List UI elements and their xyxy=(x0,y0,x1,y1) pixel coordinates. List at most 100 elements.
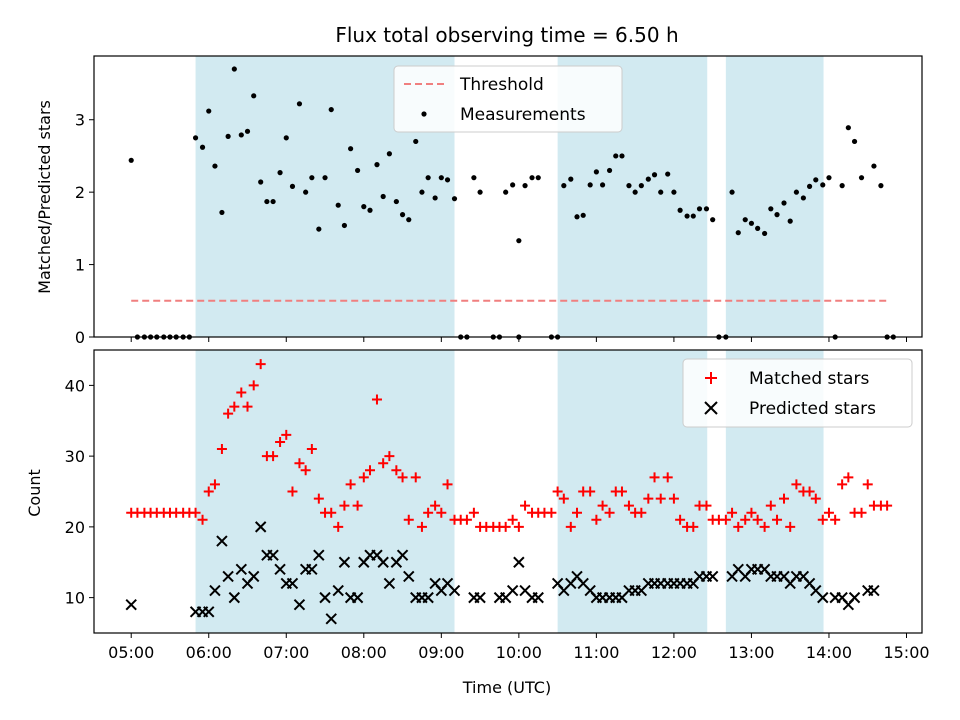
predicted-star-point xyxy=(209,584,221,597)
predicted-star-point xyxy=(228,591,241,604)
measurement-point xyxy=(219,209,225,216)
predicted-star-point xyxy=(377,556,389,568)
observing-window-3 xyxy=(725,56,824,337)
predicted-star-point xyxy=(868,584,880,597)
matched-star-point xyxy=(203,486,214,497)
predicted-star-point xyxy=(706,570,719,583)
matched-star-point xyxy=(423,507,434,518)
measurement-point xyxy=(561,183,567,189)
observing-window-1 xyxy=(195,350,455,633)
matched-star-point xyxy=(843,472,854,483)
chart-title: Flux total observing time = 6.50 h xyxy=(335,23,678,47)
matched-star-point xyxy=(410,472,421,483)
matched-star-point xyxy=(236,387,247,398)
measurement-point xyxy=(871,163,877,169)
predicted-star-point xyxy=(532,591,544,604)
legend-predicted-label: Predicted stars xyxy=(749,399,876,419)
measurement-point xyxy=(762,230,768,237)
predicted-star-point xyxy=(248,570,260,583)
x-tick-label: 11:00 xyxy=(573,643,619,662)
measurement-point xyxy=(800,195,806,201)
predicted-star-point xyxy=(396,549,409,561)
measurement-point xyxy=(419,189,425,195)
matched-star-point xyxy=(397,472,408,483)
matched-star-point xyxy=(546,507,557,518)
matched-star-point xyxy=(275,436,286,447)
matched-star-point xyxy=(436,507,447,518)
measurement-point xyxy=(729,189,735,195)
predicted-star-point xyxy=(817,591,829,604)
measurement-point xyxy=(619,153,625,159)
matched-star-point xyxy=(513,521,524,532)
bottom-y-tick-label: 40 xyxy=(65,376,85,395)
measurement-point xyxy=(587,182,593,188)
matched-star-point xyxy=(597,500,608,511)
predicted-star-point xyxy=(222,570,234,583)
x-tick-label: 13:00 xyxy=(728,643,774,662)
measurement-point xyxy=(696,206,703,212)
matched-star-point xyxy=(430,500,441,511)
measurement-point xyxy=(755,225,761,231)
bottom-y-tick-label: 10 xyxy=(65,589,85,608)
matched-star-point xyxy=(378,458,389,469)
x-tick-label: 12:00 xyxy=(651,643,697,662)
measurement-point xyxy=(742,217,748,223)
matched-star-point xyxy=(817,514,828,525)
top-legend: Threshold Measurements xyxy=(393,65,623,133)
top-y-ticks: 0 1 2 3 xyxy=(75,111,94,347)
count-panel: 10 20 30 40 05:00 06:00 07:00 08:00 09:00 10:00 1… xyxy=(25,349,930,697)
matched-star-point xyxy=(701,500,712,511)
measurement-point xyxy=(599,182,606,188)
matched-star-point xyxy=(358,472,369,483)
matched-star-point xyxy=(255,359,266,370)
measurement-point xyxy=(878,183,884,189)
measurement-point xyxy=(826,175,832,181)
predicted-star-point xyxy=(254,521,267,533)
matched-star-point xyxy=(668,493,679,504)
measurement-point xyxy=(322,175,328,181)
matched-star-point xyxy=(604,507,615,518)
measurement-point xyxy=(283,135,289,141)
legend-matched-label: Matched stars xyxy=(749,369,869,389)
predicted-star-point xyxy=(332,584,344,597)
measurement-point xyxy=(471,175,477,181)
predicted-star-point xyxy=(125,598,137,611)
matched-star-point xyxy=(229,401,240,412)
matched-star-point xyxy=(442,479,453,490)
matched-star-point xyxy=(804,486,815,497)
predicted-star-point xyxy=(422,591,434,604)
matched-star-point xyxy=(300,465,311,476)
measurement-point xyxy=(665,171,671,177)
top-y-tick-label: 2 xyxy=(75,183,85,202)
matched-star-point xyxy=(384,451,395,462)
predicted-star-point xyxy=(383,577,396,590)
measurement-point xyxy=(677,207,683,213)
matched-star-point xyxy=(326,507,337,518)
measurement-point xyxy=(638,183,644,189)
matched-stars-points xyxy=(126,359,893,532)
measurement-point xyxy=(477,189,483,195)
measurement-point xyxy=(748,220,755,226)
measurement-point xyxy=(839,183,845,189)
legend-measurements-swatch xyxy=(421,111,427,117)
measurement-point xyxy=(264,198,270,205)
matched-star-point xyxy=(371,394,382,405)
matched-star-point xyxy=(643,493,654,504)
matched-star-point xyxy=(649,472,660,483)
x-tick-label: 14:00 xyxy=(806,643,852,662)
matched-star-point xyxy=(403,514,414,525)
measurement-point xyxy=(258,179,264,185)
measurement-point xyxy=(568,176,574,182)
matched-star-point xyxy=(461,514,472,525)
matched-star-point xyxy=(281,429,292,440)
x-tick-label: 05:00 xyxy=(108,643,154,662)
predicted-star-point xyxy=(216,535,228,547)
measurement-point xyxy=(199,144,206,150)
predicted-star-point xyxy=(325,613,337,625)
measurement-point xyxy=(820,182,826,188)
bottom-legend: Matched stars Predicted stars xyxy=(682,358,913,428)
measurement-point xyxy=(212,163,218,169)
measurement-point xyxy=(296,101,303,107)
measurement-point xyxy=(574,214,580,220)
x-tick-label: 09:00 xyxy=(418,643,464,662)
